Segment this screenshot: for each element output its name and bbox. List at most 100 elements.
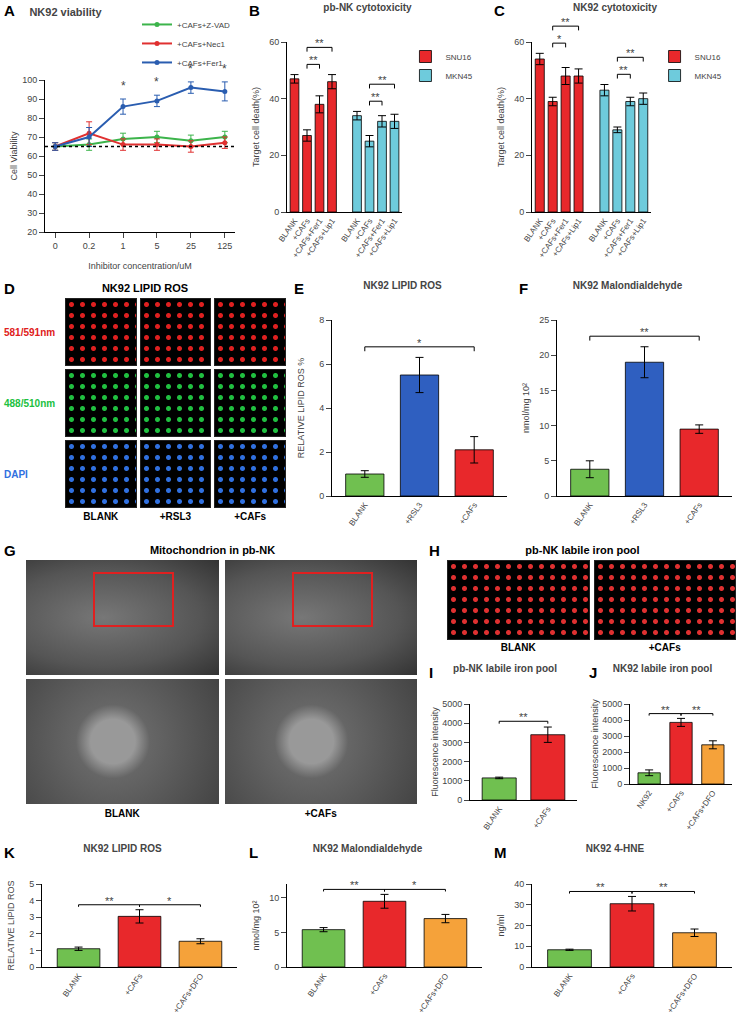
svg-text:**: ** xyxy=(626,47,635,59)
svg-text:5000: 5000 xyxy=(442,699,462,709)
svg-text:3000: 3000 xyxy=(442,738,462,748)
svg-text:6: 6 xyxy=(319,359,324,369)
svg-text:70: 70 xyxy=(27,132,37,142)
svg-text:*: * xyxy=(222,62,227,76)
svg-text:NK92 LIPID ROS: NK92 LIPID ROS xyxy=(363,280,442,291)
svg-text:*: * xyxy=(188,62,193,76)
svg-text:BLANK: BLANK xyxy=(587,216,610,243)
svg-text:+CAFs: +CAFs xyxy=(601,217,623,242)
svg-text:+CAFs: +CAFs xyxy=(531,805,553,830)
svg-text:0: 0 xyxy=(53,241,58,251)
svg-text:RELATIVE LIPID ROS: RELATIVE LIPID ROS xyxy=(6,881,16,971)
svg-text:*: * xyxy=(154,75,159,89)
svg-text:4: 4 xyxy=(29,896,34,906)
svg-text:1000: 1000 xyxy=(442,776,462,786)
svg-text:0: 0 xyxy=(274,207,279,217)
svg-text:20: 20 xyxy=(514,921,524,931)
svg-text:NK92 Malondialdehyde: NK92 Malondialdehyde xyxy=(313,843,423,854)
svg-text:MKN45: MKN45 xyxy=(695,72,722,81)
svg-text:+CAFs: +CAFs xyxy=(368,972,390,997)
svg-text:**: ** xyxy=(659,881,668,893)
svg-text:90: 90 xyxy=(27,94,37,104)
svg-text:40: 40 xyxy=(269,94,279,104)
svg-text:**: ** xyxy=(315,37,324,49)
svg-text:pb-NK labile iron pool: pb-NK labile iron pool xyxy=(453,663,557,674)
svg-text:3: 3 xyxy=(29,912,34,922)
svg-text:RELATIVE LIPID ROS %: RELATIVE LIPID ROS % xyxy=(296,358,306,458)
svg-text:4000: 4000 xyxy=(602,715,622,725)
svg-text:BLANK: BLANK xyxy=(552,971,575,998)
svg-text:**: ** xyxy=(350,879,359,891)
svg-text:4000: 4000 xyxy=(442,718,462,728)
svg-text:+CAFs+Fer1: +CAFs+Fer1 xyxy=(291,216,325,259)
svg-text:*: * xyxy=(167,895,172,907)
svg-text:+CAFs+Fer1: +CAFs+Fer1 xyxy=(353,216,387,259)
svg-text:+CAFs+Lip1: +CAFs+Lip1 xyxy=(367,216,400,258)
svg-text:5: 5 xyxy=(29,879,34,889)
svg-text:50: 50 xyxy=(27,170,37,180)
svg-text:NK92: NK92 xyxy=(635,788,654,810)
svg-text:SNU16: SNU16 xyxy=(695,53,721,62)
svg-text:20: 20 xyxy=(539,350,549,360)
svg-text:+CAFs+Lip1: +CAFs+Lip1 xyxy=(304,216,337,258)
svg-text:60: 60 xyxy=(269,37,279,47)
svg-text:+CAFs+Fer1: +CAFs+Fer1 xyxy=(177,59,223,68)
svg-text:0: 0 xyxy=(274,962,279,972)
svg-text:+CAFs+Fer1: +CAFs+Fer1 xyxy=(602,216,636,259)
svg-text:40: 40 xyxy=(514,94,524,104)
svg-text:**: ** xyxy=(619,64,628,76)
svg-text:+CAFs+DFO: +CAFs+DFO xyxy=(416,972,450,1015)
svg-text:NK92 4-HNE: NK92 4-HNE xyxy=(586,843,645,854)
svg-text:BLANK: BLANK xyxy=(277,216,300,243)
svg-text:*: * xyxy=(121,79,126,93)
svg-text:+RSL3: +RSL3 xyxy=(628,500,650,526)
svg-text:+CAFs: +CAFs xyxy=(458,501,480,526)
svg-text:0: 0 xyxy=(457,795,462,805)
svg-text:20: 20 xyxy=(269,150,279,160)
svg-text:0: 0 xyxy=(519,207,524,217)
svg-text:Inhibitor concentration/uM: Inhibitor concentration/uM xyxy=(88,261,192,271)
svg-text:+CAFs+Lip1: +CAFs+Lip1 xyxy=(551,216,584,258)
svg-text:2: 2 xyxy=(29,929,34,939)
svg-text:nmol/mg 10²: nmol/mg 10² xyxy=(251,900,261,950)
svg-text:Target cell death(%): Target cell death(%) xyxy=(251,87,261,167)
svg-text:40: 40 xyxy=(27,189,37,199)
svg-text:30: 30 xyxy=(514,900,524,910)
svg-text:*: * xyxy=(557,33,562,45)
svg-text:+CAFs+DFO: +CAFs+DFO xyxy=(684,789,718,832)
svg-text:2000: 2000 xyxy=(442,757,462,767)
svg-text:Target cell death(%): Target cell death(%) xyxy=(496,87,506,167)
svg-text:1: 1 xyxy=(121,241,126,251)
svg-text:15: 15 xyxy=(539,386,549,396)
svg-text:+RSL3: +RSL3 xyxy=(403,500,425,526)
svg-text:5: 5 xyxy=(274,928,279,938)
svg-text:BLANK: BLANK xyxy=(572,500,595,527)
svg-text:+CAFs: +CAFs xyxy=(536,217,558,242)
svg-text:+CAFs: +CAFs xyxy=(123,972,145,997)
svg-text:ng/ml: ng/ml xyxy=(496,914,506,936)
svg-text:0: 0 xyxy=(29,962,34,972)
svg-text:4: 4 xyxy=(319,403,324,413)
svg-text:*: * xyxy=(417,337,422,349)
svg-text:+CAFs: +CAFs xyxy=(664,789,686,814)
svg-text:5000: 5000 xyxy=(602,699,622,709)
svg-text:25: 25 xyxy=(186,241,196,251)
svg-text:BLANK: BLANK xyxy=(306,971,329,998)
svg-text:Fluorescence intensity: Fluorescence intensity xyxy=(590,699,600,789)
svg-text:+CAFs: +CAFs xyxy=(353,217,375,242)
svg-text:20: 20 xyxy=(514,150,524,160)
svg-text:10: 10 xyxy=(514,941,524,951)
svg-text:NK92 LIPID ROS: NK92 LIPID ROS xyxy=(83,843,162,854)
svg-text:**: ** xyxy=(309,54,318,66)
svg-text:+CAFs+Lip1: +CAFs+Lip1 xyxy=(615,216,648,258)
svg-text:BLANK: BLANK xyxy=(339,216,362,243)
svg-text:5: 5 xyxy=(544,456,549,466)
svg-text:**: ** xyxy=(640,326,649,338)
svg-text:+CAFs: +CAFs xyxy=(615,972,637,997)
svg-text:1000: 1000 xyxy=(602,763,622,773)
svg-text:BLANK: BLANK xyxy=(347,500,370,527)
svg-text:5: 5 xyxy=(154,241,159,251)
svg-text:NK92 labile iron pool: NK92 labile iron pool xyxy=(613,663,713,674)
svg-text:0: 0 xyxy=(617,779,622,789)
svg-text:+CAFs+DFO: +CAFs+DFO xyxy=(666,972,700,1015)
